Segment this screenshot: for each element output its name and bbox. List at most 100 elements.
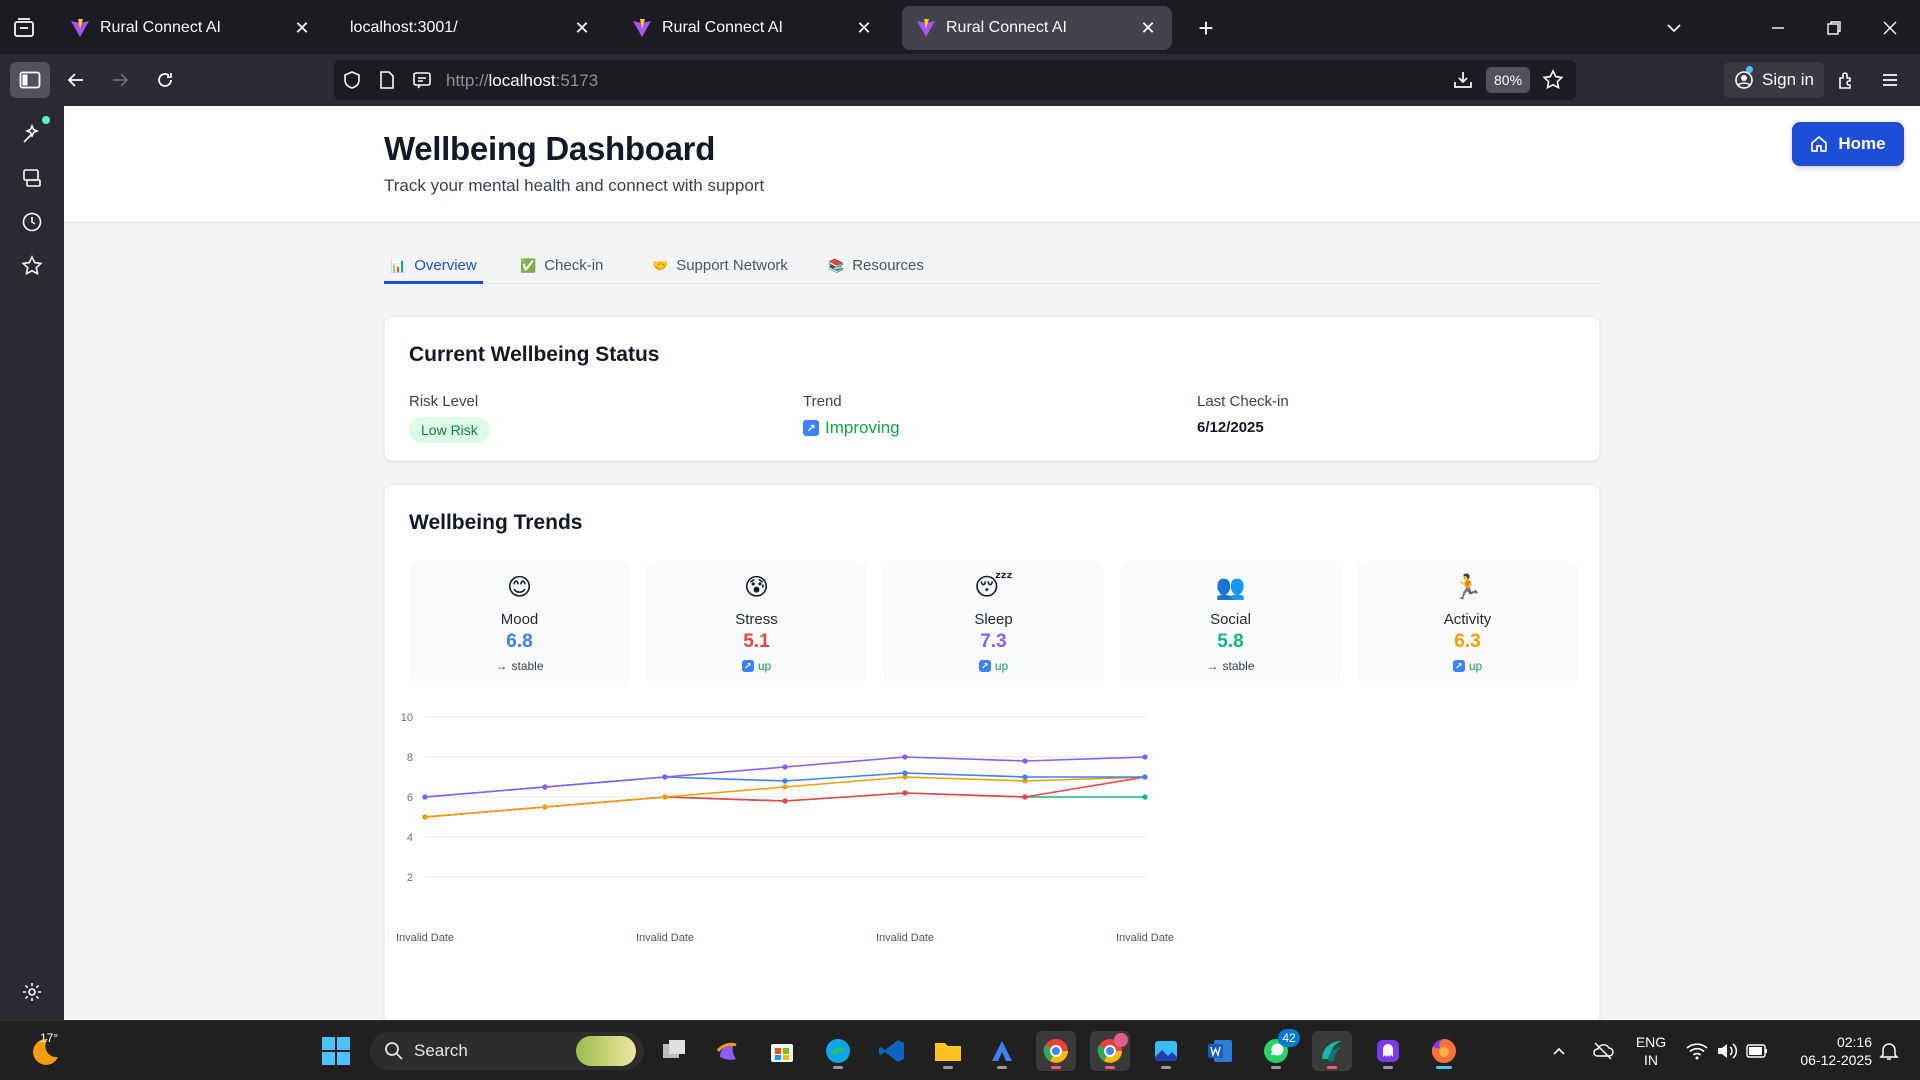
arrow-right-icon: → — [1206, 659, 1219, 673]
star-icon[interactable] — [1542, 69, 1564, 91]
tab-list-icon[interactable] — [10, 14, 38, 42]
browser-tab[interactable]: Rural Connect AI ✕ — [56, 6, 326, 50]
url-bar[interactable]: http://localhost:5173 80% — [334, 60, 1576, 100]
wellbeing-trends-line-chart: 2 4 6 8 10 Invalid Date Invalid Date Invalid Da… — [396, 712, 1174, 944]
microsoft-store-icon[interactable] — [762, 1031, 802, 1071]
running-indicator — [1161, 1066, 1171, 1069]
vite-favicon-icon — [917, 19, 935, 37]
metric-value: 5.1 — [743, 631, 770, 652]
vite-favicon-icon — [633, 19, 651, 37]
browser-tab[interactable]: localhost:3001/ ✕ — [336, 6, 606, 50]
search-highlight-icon — [576, 1036, 636, 1066]
edge-browser-icon[interactable] — [818, 1031, 858, 1071]
taskbar-search[interactable]: Search — [370, 1032, 644, 1070]
tab-overview[interactable]: 📊 Overview — [384, 254, 483, 284]
wellbeing-trends-card: Wellbeing Trends 😊 Mood 6.8 → stable 😰 St… — [384, 484, 1600, 1020]
reload-icon[interactable] — [149, 64, 181, 96]
synced-tabs-icon[interactable] — [18, 164, 46, 192]
new-tab-button[interactable]: + — [1198, 12, 1214, 43]
data-point — [782, 798, 788, 804]
windows-taskbar: 17° Search — [0, 1020, 1920, 1080]
azure-data-icon[interactable] — [982, 1031, 1022, 1071]
history-icon[interactable] — [18, 208, 46, 236]
volume-icon[interactable] — [1710, 1031, 1744, 1071]
chrome-icon[interactable] — [1090, 1031, 1130, 1071]
wellbeing-status-card: Current Wellbeing Status Risk Level Low … — [384, 316, 1600, 461]
tab-title: Rural Connect AI — [100, 19, 221, 36]
weather-moon-icon[interactable] — [24, 1031, 64, 1071]
minimize-icon[interactable] — [1762, 12, 1794, 44]
anxious-face-icon: 😰 — [743, 574, 770, 601]
data-point — [1022, 778, 1028, 784]
vscode-icon[interactable] — [872, 1031, 912, 1071]
shield-icon[interactable] — [342, 70, 362, 90]
ai-chat-icon[interactable] — [18, 116, 50, 148]
windows-start-icon[interactable] — [316, 1031, 356, 1071]
home-icon — [1811, 136, 1828, 152]
data-point — [782, 784, 788, 790]
extensions-icon[interactable] — [1830, 64, 1862, 96]
trend-up-icon: ↗ — [741, 660, 754, 672]
sign-in-button[interactable]: Sign in — [1724, 62, 1824, 98]
home-label: Home — [1838, 134, 1886, 153]
close-window-icon[interactable] — [1874, 12, 1906, 44]
word-icon[interactable] — [1200, 1031, 1240, 1071]
file-explorer-icon[interactable] — [928, 1031, 968, 1071]
chrome-profile-icon[interactable] — [1036, 1031, 1076, 1071]
task-view-icon[interactable] — [654, 1031, 694, 1071]
checkmark-icon: ✅ — [520, 258, 537, 273]
clock[interactable]: 02:16 06-12-2025 — [1776, 1033, 1872, 1069]
chart-icon: 📊 — [390, 258, 407, 273]
account-icon — [1735, 71, 1753, 89]
cloud-offline-icon[interactable] — [1586, 1031, 1620, 1071]
close-icon[interactable]: ✕ — [574, 17, 590, 38]
download-icon[interactable] — [1452, 69, 1474, 91]
home-button[interactable]: Home — [1792, 122, 1904, 166]
whatsapp-icon[interactable]: 42 — [1256, 1029, 1300, 1071]
page-icon[interactable] — [378, 70, 396, 90]
chevron-down-icon[interactable] — [1658, 12, 1690, 44]
y-tick-label: 8 — [407, 752, 413, 764]
close-icon[interactable]: ✕ — [1140, 17, 1156, 38]
notification-bell-icon[interactable] — [1872, 1031, 1906, 1071]
browser-tab-active[interactable]: Rural Connect AI ✕ — [902, 6, 1172, 50]
x-tick-label: Invalid Date — [396, 932, 454, 944]
tab-check-in[interactable]: ✅ Check-in — [514, 254, 609, 284]
back-icon[interactable] — [60, 64, 92, 96]
forward-icon[interactable] — [104, 64, 136, 96]
menu-icon[interactable] — [1874, 64, 1906, 96]
language-indicator[interactable]: ENG IN — [1628, 1033, 1674, 1069]
remote-app-icon[interactable] — [1312, 1031, 1352, 1071]
sidebar-toggle-icon[interactable] — [10, 62, 50, 98]
firefox-icon[interactable] — [1424, 1031, 1464, 1071]
browser-tab[interactable]: Rural Connect AI ✕ — [618, 6, 888, 50]
trend-label: Trend — [803, 393, 842, 410]
close-icon[interactable]: ✕ — [856, 17, 872, 38]
zoom-level-badge[interactable]: 80% — [1486, 67, 1531, 93]
copilot-icon[interactable] — [708, 1031, 748, 1071]
photos-icon[interactable] — [1146, 1031, 1186, 1071]
x-tick-label: Invalid Date — [636, 932, 694, 944]
running-indicator — [1383, 1066, 1393, 1069]
permissions-icon[interactable] — [412, 70, 432, 90]
tab-label: Resources — [852, 257, 924, 274]
close-icon[interactable]: ✕ — [294, 17, 310, 38]
trend-up-icon: ↗ — [1452, 660, 1465, 672]
battery-icon[interactable] — [1740, 1031, 1774, 1071]
chevron-up-icon[interactable] — [1544, 1031, 1574, 1071]
url-text[interactable]: http://localhost:5173 — [446, 71, 599, 90]
clock-time: 02:16 — [1836, 1034, 1872, 1050]
restore-icon[interactable] — [1818, 12, 1850, 44]
bookmarks-star-icon[interactable] — [18, 252, 46, 280]
tab-support-network[interactable]: 🤝 Support Network — [646, 254, 794, 284]
metric-trend-text: stable — [1222, 659, 1255, 673]
navigation-toolbar: http://localhost:5173 80% Sign in — [0, 54, 1920, 106]
wifi-icon[interactable] — [1680, 1031, 1714, 1071]
ghost-app-icon[interactable] — [1368, 1031, 1408, 1071]
data-point — [542, 804, 548, 810]
tab-resources[interactable]: 📚 Resources — [822, 254, 930, 284]
settings-gear-icon[interactable] — [18, 978, 46, 1006]
data-point — [1142, 774, 1148, 780]
trend-up-icon: ↗ — [803, 420, 819, 436]
metric-social: 👥 Social 5.8 → stable — [1120, 561, 1341, 683]
